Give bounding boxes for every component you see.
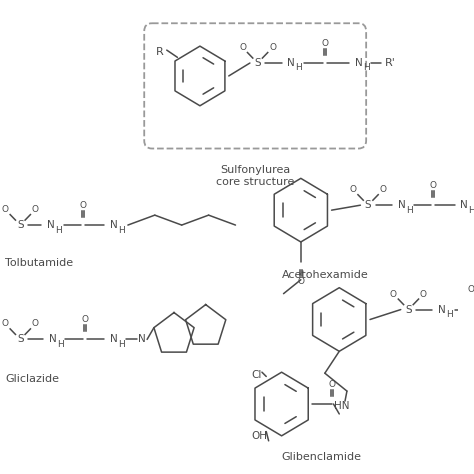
Text: O: O bbox=[390, 290, 397, 299]
Text: O: O bbox=[32, 205, 39, 214]
Text: N: N bbox=[287, 58, 295, 68]
Text: Gliclazide: Gliclazide bbox=[5, 374, 59, 384]
Text: O: O bbox=[2, 205, 9, 214]
Text: O: O bbox=[81, 315, 88, 324]
Text: N: N bbox=[355, 58, 362, 68]
Text: H: H bbox=[406, 206, 413, 215]
Text: S: S bbox=[17, 220, 24, 230]
Text: N: N bbox=[438, 305, 446, 315]
Text: H: H bbox=[468, 206, 474, 215]
Text: H: H bbox=[363, 64, 370, 73]
Text: R': R' bbox=[385, 58, 396, 68]
Text: HN: HN bbox=[334, 401, 350, 411]
Text: H: H bbox=[57, 340, 64, 349]
Text: Sulfonylurea
core structure: Sulfonylurea core structure bbox=[217, 165, 295, 187]
Text: O: O bbox=[328, 380, 335, 389]
Text: O: O bbox=[430, 181, 437, 190]
Text: N: N bbox=[109, 334, 118, 345]
Text: R: R bbox=[156, 47, 164, 57]
Text: O: O bbox=[239, 43, 246, 52]
Text: Tolbutamide: Tolbutamide bbox=[5, 258, 73, 268]
Text: S: S bbox=[254, 58, 261, 68]
Text: N: N bbox=[109, 220, 118, 230]
Text: N: N bbox=[138, 334, 146, 345]
Text: N: N bbox=[460, 200, 468, 210]
Text: Acetohexamide: Acetohexamide bbox=[282, 270, 368, 280]
Text: H: H bbox=[118, 340, 125, 349]
Text: O: O bbox=[467, 285, 474, 294]
Text: O: O bbox=[380, 185, 386, 194]
Text: S: S bbox=[405, 305, 412, 315]
Text: S: S bbox=[365, 200, 372, 210]
Text: H: H bbox=[118, 226, 125, 235]
Text: OH: OH bbox=[251, 431, 267, 441]
Text: O: O bbox=[32, 319, 39, 328]
Text: O: O bbox=[79, 201, 86, 210]
Text: Cl: Cl bbox=[251, 370, 261, 380]
Text: O: O bbox=[269, 43, 276, 52]
Text: H: H bbox=[447, 310, 453, 319]
Text: O: O bbox=[297, 277, 304, 286]
Text: S: S bbox=[17, 334, 24, 345]
Text: N: N bbox=[47, 220, 55, 230]
Text: H: H bbox=[55, 226, 62, 235]
Text: N: N bbox=[398, 200, 406, 210]
Text: O: O bbox=[350, 185, 356, 194]
Text: O: O bbox=[321, 39, 328, 48]
Text: Glibenclamide: Glibenclamide bbox=[282, 452, 362, 462]
Text: H: H bbox=[295, 64, 302, 73]
Text: O: O bbox=[420, 290, 427, 299]
Text: O: O bbox=[2, 319, 9, 328]
Text: N: N bbox=[49, 334, 57, 345]
